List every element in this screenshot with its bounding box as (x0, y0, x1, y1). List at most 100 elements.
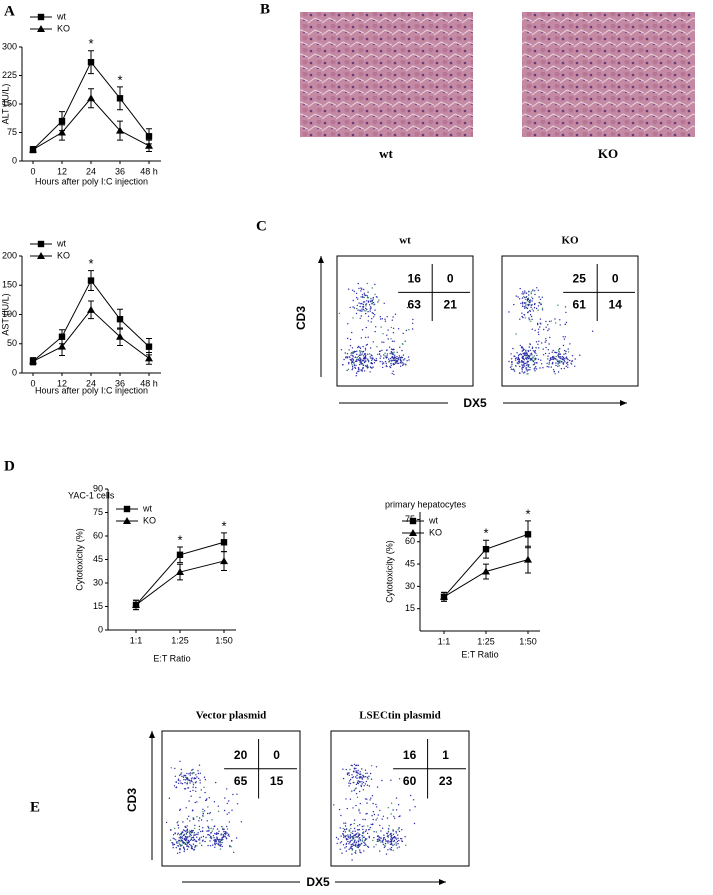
dot (340, 349, 343, 351)
dot (339, 827, 341, 829)
dot (389, 834, 391, 836)
dot (342, 830, 345, 833)
dot (527, 304, 530, 307)
y-axis-label: CD3 (294, 306, 308, 330)
dot (398, 830, 401, 833)
dot (545, 320, 547, 323)
dot (189, 782, 191, 784)
dot (393, 373, 395, 376)
dot (184, 826, 187, 828)
dot (535, 352, 537, 355)
dot (560, 356, 562, 358)
dot (386, 832, 388, 834)
dot (391, 372, 393, 375)
dot (188, 830, 191, 832)
dot (349, 306, 351, 309)
dot (524, 362, 527, 364)
dot (521, 301, 524, 303)
y-tick-label: 150 (2, 98, 17, 108)
dot (375, 359, 378, 362)
dot (388, 825, 390, 827)
dot (362, 832, 364, 835)
dot (560, 368, 563, 370)
dot (399, 365, 402, 367)
histology-image (522, 12, 695, 137)
dot (395, 842, 397, 844)
dot (350, 843, 352, 846)
dot (558, 360, 560, 362)
dot (199, 796, 201, 799)
dot (387, 338, 389, 340)
dot (408, 359, 410, 361)
dot (532, 364, 534, 366)
dot (521, 312, 523, 314)
dot (198, 764, 201, 766)
dot (390, 348, 393, 350)
dot (206, 820, 208, 822)
dot (357, 843, 360, 845)
dot (392, 363, 395, 365)
dot (391, 340, 394, 342)
dot (376, 839, 379, 841)
dot (357, 298, 359, 300)
dot (531, 308, 533, 310)
dot (393, 340, 395, 342)
dot (413, 822, 416, 825)
dot (537, 305, 540, 307)
dot (524, 317, 526, 319)
quadrant-value: 0 (612, 272, 619, 286)
dot (358, 302, 360, 304)
dot (214, 839, 217, 841)
dot (174, 827, 176, 830)
dot (202, 814, 204, 816)
x-axis-label: E:T Ratio (153, 653, 190, 663)
dot (351, 859, 353, 861)
dot (175, 781, 178, 783)
dot (405, 329, 408, 332)
dot (591, 330, 594, 332)
dot (345, 356, 347, 358)
dot (363, 831, 365, 833)
dot (530, 353, 532, 355)
dot (204, 840, 206, 843)
dot (347, 834, 349, 836)
dot (390, 364, 392, 367)
dot (357, 825, 359, 827)
dot (226, 813, 228, 815)
dot (213, 839, 215, 841)
dot (190, 834, 192, 836)
dot (525, 306, 527, 308)
dot (197, 832, 199, 834)
dot (538, 340, 540, 342)
dot (360, 785, 363, 788)
dot (398, 778, 401, 780)
x-tick-label: 1:1 (438, 636, 451, 646)
y-tick-label: 45 (93, 554, 103, 564)
dot (369, 371, 371, 373)
dot (190, 844, 192, 847)
dot (389, 366, 391, 368)
dot (365, 326, 367, 329)
dot (194, 777, 196, 779)
dot (569, 343, 571, 345)
annotation: * (525, 506, 530, 521)
dot (354, 851, 356, 854)
dot (210, 832, 212, 834)
dot (567, 348, 569, 350)
dot (384, 352, 386, 354)
dot (393, 839, 396, 842)
dot (402, 354, 405, 356)
dot (510, 368, 513, 370)
dot (191, 845, 193, 847)
y-tick-label: 60 (405, 536, 415, 546)
dot (557, 362, 559, 365)
plot-title: LSECtin plasmid (359, 710, 441, 722)
dot (524, 304, 527, 306)
dot (372, 301, 375, 304)
dot (191, 810, 194, 812)
dot (526, 356, 529, 358)
dot (337, 838, 339, 840)
dot (353, 362, 355, 364)
y-tick-label: 60 (93, 530, 103, 540)
dot (518, 298, 521, 300)
